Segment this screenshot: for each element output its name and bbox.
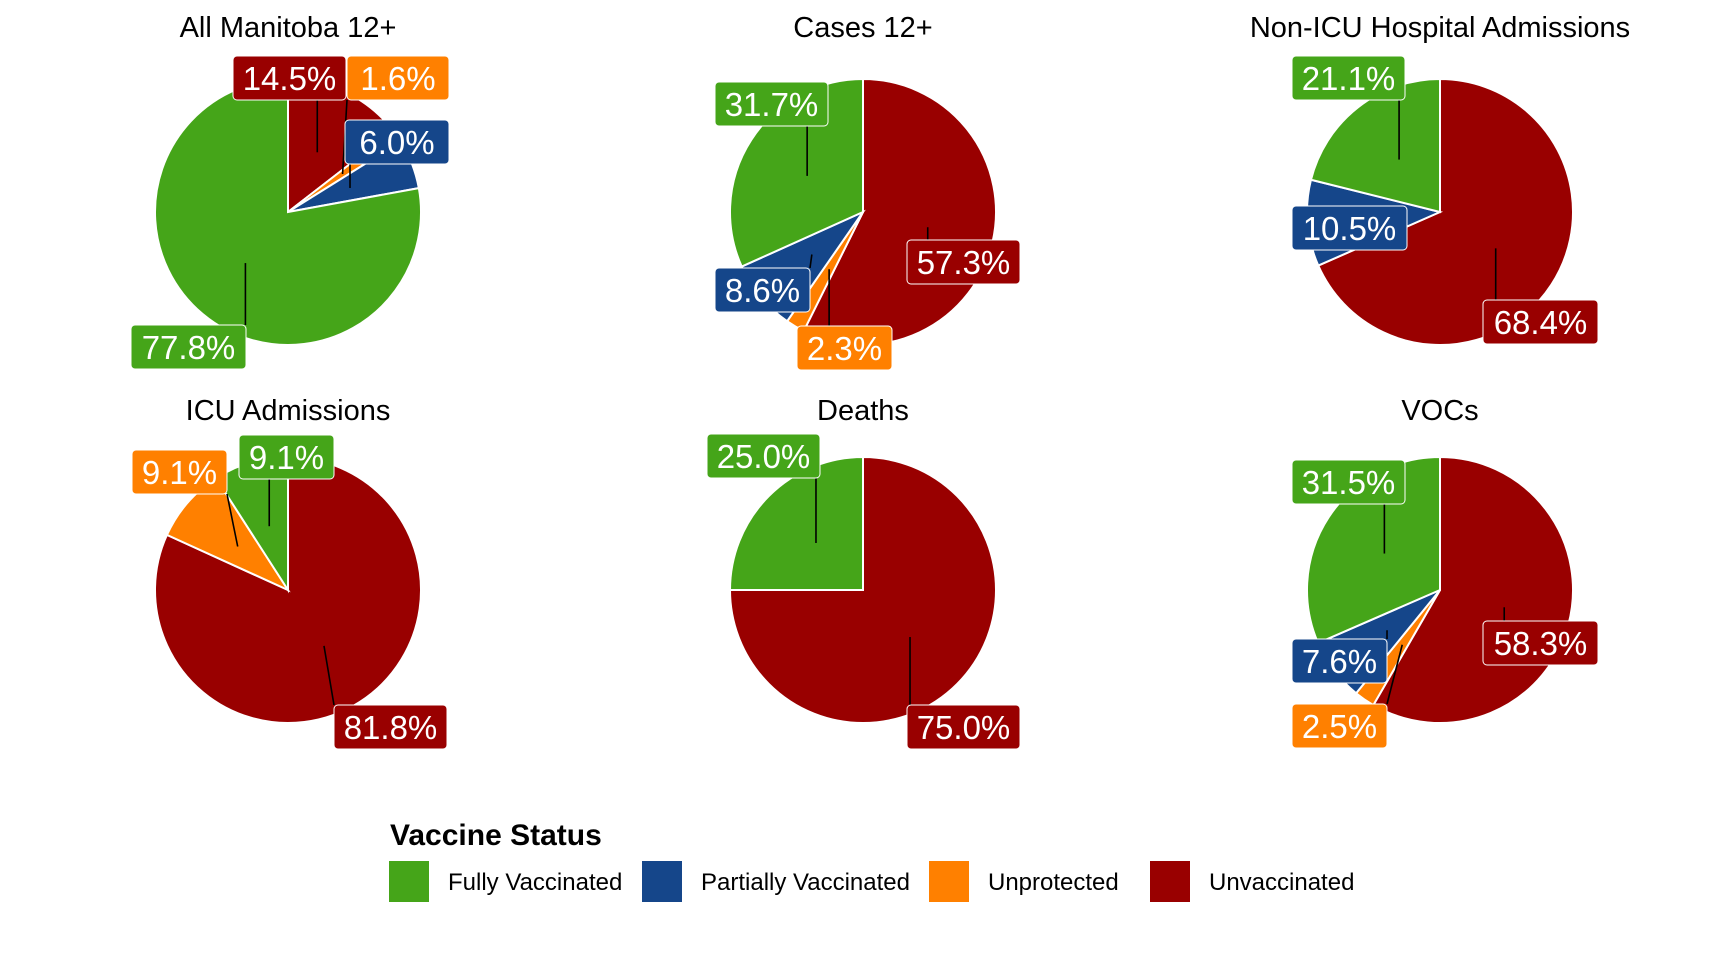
pie-panel-vocs: VOCs 58.3% 2.5% 7.6% 31.5% — [1291, 395, 1599, 749]
data-label-box — [130, 324, 247, 370]
data-label-fully-vaccinated: 21.1% — [1291, 55, 1406, 101]
data-label-unvaccinated: 81.8% — [333, 704, 448, 750]
data-label-box — [1291, 638, 1388, 684]
data-label-text: 8.6% — [725, 272, 800, 309]
data-label-fully-vaccinated: 9.1% — [238, 434, 335, 480]
data-label-text: 31.7% — [725, 86, 819, 123]
pie-panel-deaths: Deaths 75.0% 25.0% — [706, 395, 1021, 750]
leader-line — [323, 645, 335, 706]
data-label-text: 10.5% — [1303, 210, 1397, 247]
legend-label: Fully Vaccinated — [448, 869, 622, 896]
legend-title: Vaccine Status — [390, 819, 602, 852]
pie-panels: All Manitoba 12+ 14.5% 1.6% 6.0% 77.8% Cases … — [130, 12, 1630, 750]
data-label-text: 58.3% — [1494, 625, 1588, 662]
legend-item-unprotected: Unprotected — [929, 861, 1119, 902]
data-label-fully-vaccinated: 31.5% — [1291, 459, 1406, 505]
data-label-box — [706, 433, 821, 479]
legend-item-unvaccinated: Unvaccinated — [1150, 861, 1354, 902]
data-label-box — [1482, 299, 1599, 345]
data-label-text: 81.8% — [344, 709, 438, 746]
panel-title: Deaths — [817, 395, 909, 427]
pie-slice-unvaccinated — [1316, 77, 1574, 346]
legend-item-fully-vaccinated: Fully Vaccinated — [389, 861, 622, 902]
panel-title: All Manitoba 12+ — [180, 12, 397, 44]
data-label-box — [906, 239, 1021, 285]
data-label-box — [232, 55, 347, 101]
pie-slice-fully-vaccinated — [728, 455, 864, 591]
data-label-box — [796, 325, 893, 371]
data-label-partially-vaccinated: 7.6% — [1291, 638, 1388, 684]
leader-line — [226, 493, 239, 547]
legend-label: Partially Vaccinated — [701, 869, 910, 896]
data-label-text: 57.3% — [917, 244, 1011, 281]
data-label-fully-vaccinated: 25.0% — [706, 433, 821, 479]
pie-panel-cases-12: Cases 12+ 57.3% 2.3%8.6% 31.7% — [714, 12, 1021, 371]
legend-items: Fully Vaccinated Partially Vaccinated Unpr… — [389, 861, 1354, 902]
panel-title: VOCs — [1401, 395, 1478, 427]
panel-title: Non-ICU Hospital Admissions — [1250, 12, 1630, 44]
panel-title: ICU Admissions — [186, 395, 391, 427]
data-label-text: 31.5% — [1302, 464, 1396, 501]
data-label-unprotected: 2.3% — [796, 325, 893, 371]
legend-swatch — [929, 861, 969, 902]
leader-line — [1386, 644, 1404, 705]
data-label-text: 9.1% — [142, 454, 217, 491]
data-label-box — [131, 449, 228, 495]
data-label-unprotected: 9.1% — [131, 449, 228, 495]
data-label-text: 77.8% — [142, 329, 236, 366]
data-label-unprotected: 2.5% — [1291, 703, 1388, 749]
pie-panel-non-icu-hospital-admissions: Non-ICU Hospital Admissions 68.4% 10.5% 21.… — [1250, 12, 1630, 346]
data-label-box — [714, 81, 829, 127]
data-label-text: 2.5% — [1302, 708, 1377, 745]
data-label-text: 25.0% — [717, 438, 811, 475]
data-label-fully-vaccinated: 77.8% — [130, 324, 247, 370]
data-label-partially-vaccinated: 8.6% — [714, 267, 811, 313]
data-label-box — [1291, 459, 1406, 505]
data-label-text: 9.1% — [249, 439, 324, 476]
data-label-box — [344, 119, 450, 165]
legend-swatch — [1150, 861, 1190, 902]
panel-title: Cases 12+ — [793, 12, 932, 44]
data-label-unvaccinated: 57.3% — [906, 239, 1021, 285]
pie-slice-fully-vaccinated — [154, 77, 422, 346]
data-label-text: 6.0% — [359, 124, 434, 161]
legend-item-partially-vaccinated: Partially Vaccinated — [642, 861, 910, 902]
legend-label: Unvaccinated — [1209, 869, 1354, 896]
data-label-unvaccinated: 14.5% — [232, 55, 347, 101]
leader-line — [809, 254, 813, 269]
pie-slice-fully-vaccinated — [1309, 77, 1441, 214]
legend-label: Unprotected — [988, 869, 1119, 896]
data-label-text: 1.6% — [360, 60, 435, 97]
data-label-box — [346, 55, 450, 101]
data-label-box — [333, 704, 448, 750]
data-label-unvaccinated: 75.0% — [906, 704, 1021, 750]
data-label-unvaccinated: 68.4% — [1482, 299, 1599, 345]
data-label-text: 68.4% — [1494, 304, 1588, 341]
data-label-partially-vaccinated: 10.5% — [1291, 205, 1408, 251]
data-label-text: 21.1% — [1302, 60, 1396, 97]
data-label-unprotected: 1.6% — [346, 55, 450, 101]
data-label-box — [714, 267, 811, 313]
legend: Vaccine Status Fully Vaccinated Partially… — [389, 819, 1354, 902]
data-label-fully-vaccinated: 31.7% — [714, 81, 829, 127]
legend-swatch — [389, 861, 429, 902]
data-label-box — [906, 704, 1021, 750]
pie-panel-icu-admissions: ICU Admissions 81.8% 9.1% 9.1% — [131, 395, 448, 750]
data-label-text: 7.6% — [1302, 643, 1377, 680]
data-label-text: 14.5% — [243, 60, 337, 97]
legend-swatch — [642, 861, 682, 902]
data-label-box — [1291, 205, 1408, 251]
data-label-box — [1291, 55, 1406, 101]
data-label-box — [238, 434, 335, 480]
data-label-box — [1291, 703, 1388, 749]
data-label-text: 2.3% — [807, 330, 882, 367]
data-label-unvaccinated: 58.3% — [1482, 620, 1599, 666]
data-label-text: 75.0% — [917, 709, 1011, 746]
pie-panel-all-manitoba-12: All Manitoba 12+ 14.5% 1.6% 6.0% 77.8% — [130, 12, 450, 370]
data-label-partially-vaccinated: 6.0% — [344, 119, 450, 165]
data-label-box — [1482, 620, 1599, 666]
